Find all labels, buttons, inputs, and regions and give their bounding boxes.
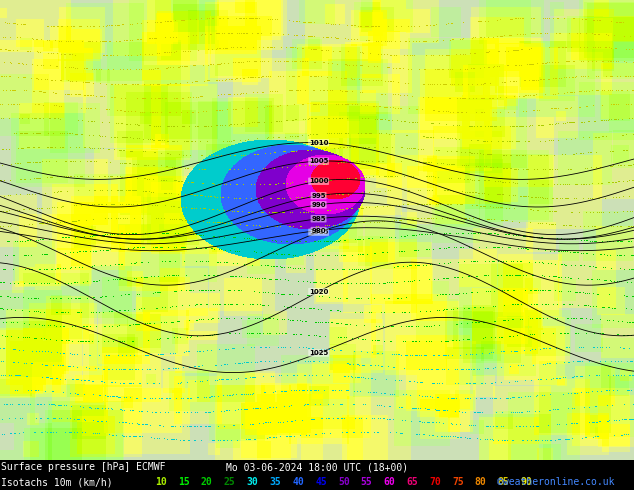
Text: Surface pressure [hPa] ECMWF: Surface pressure [hPa] ECMWF [1, 462, 165, 472]
Text: 1010: 1010 [309, 140, 328, 146]
Text: 85: 85 [498, 477, 510, 487]
Text: 60: 60 [384, 477, 396, 487]
Text: Mo 03-06-2024 18:00 UTC (18+00): Mo 03-06-2024 18:00 UTC (18+00) [226, 462, 408, 472]
Text: 30: 30 [247, 477, 259, 487]
Text: 55: 55 [361, 477, 373, 487]
Text: 20: 20 [201, 477, 213, 487]
Text: 40: 40 [292, 477, 304, 487]
Text: ©weatheronline.co.uk: ©weatheronline.co.uk [498, 477, 615, 487]
Text: 75: 75 [452, 477, 464, 487]
Text: 90: 90 [521, 477, 533, 487]
Text: 1020: 1020 [309, 289, 328, 294]
Text: 15: 15 [178, 477, 190, 487]
Text: 70: 70 [429, 477, 441, 487]
Text: 990: 990 [311, 202, 326, 208]
Text: 50: 50 [338, 477, 350, 487]
Text: 985: 985 [311, 216, 326, 222]
Text: 80: 80 [475, 477, 487, 487]
Text: 1000: 1000 [309, 178, 328, 184]
Text: 1005: 1005 [309, 158, 328, 164]
Text: 995: 995 [311, 193, 326, 198]
Text: 45: 45 [315, 477, 327, 487]
Text: 25: 25 [224, 477, 236, 487]
Text: 65: 65 [406, 477, 418, 487]
Text: 1015: 1015 [309, 229, 328, 235]
Text: 10: 10 [155, 477, 167, 487]
Text: Isotachs 10m (km/h): Isotachs 10m (km/h) [1, 477, 113, 487]
Text: 35: 35 [269, 477, 281, 487]
Text: 1025: 1025 [309, 350, 328, 356]
Text: 980: 980 [311, 227, 326, 234]
